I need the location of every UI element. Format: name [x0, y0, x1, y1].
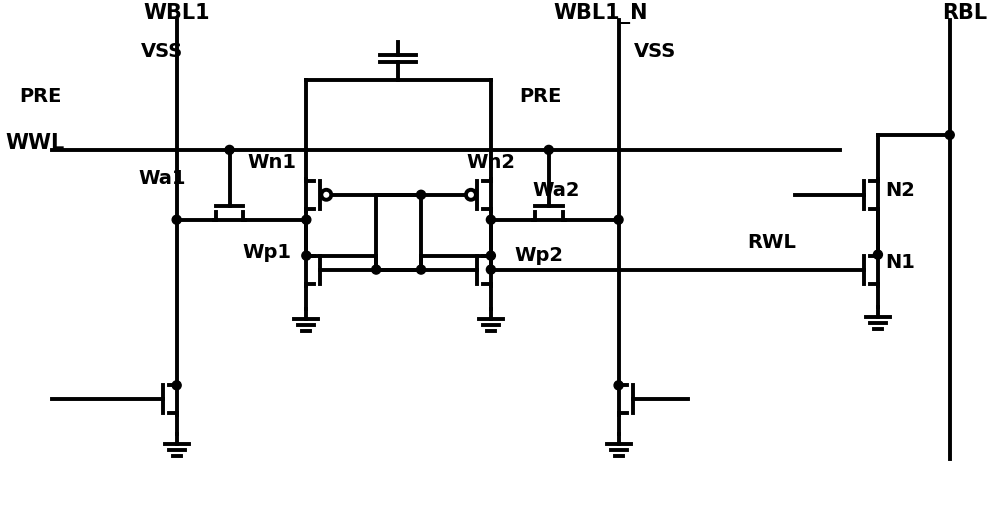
Circle shape [544, 146, 553, 155]
Circle shape [614, 216, 623, 225]
Text: N2: N2 [885, 181, 915, 200]
Text: WWL: WWL [5, 133, 65, 153]
Circle shape [225, 146, 234, 155]
Text: VSS: VSS [141, 42, 183, 61]
Circle shape [302, 216, 311, 225]
Text: Wn2: Wn2 [466, 153, 515, 172]
Text: WBL1_N: WBL1_N [553, 3, 648, 24]
Text: Wp2: Wp2 [514, 246, 563, 265]
Circle shape [172, 381, 181, 390]
Circle shape [466, 190, 476, 201]
Text: RBL: RBL [942, 3, 987, 23]
Circle shape [372, 266, 381, 274]
Text: Wp1: Wp1 [242, 243, 291, 262]
Circle shape [614, 381, 623, 390]
Text: PRE: PRE [520, 87, 562, 105]
Circle shape [321, 190, 331, 201]
Circle shape [873, 250, 882, 260]
Circle shape [486, 251, 495, 261]
Text: N1: N1 [885, 252, 915, 272]
Text: WBL1: WBL1 [143, 3, 210, 23]
Text: Wn1: Wn1 [247, 153, 296, 172]
Circle shape [417, 191, 426, 200]
Circle shape [417, 266, 426, 274]
Circle shape [302, 251, 311, 261]
Circle shape [172, 216, 181, 225]
Text: Wa1: Wa1 [138, 169, 185, 188]
Circle shape [486, 216, 495, 225]
Circle shape [945, 131, 954, 140]
Text: PRE: PRE [19, 87, 61, 105]
Text: VSS: VSS [634, 42, 677, 61]
Text: RWL: RWL [748, 233, 797, 251]
Circle shape [486, 266, 495, 274]
Text: Wa2: Wa2 [532, 181, 579, 200]
